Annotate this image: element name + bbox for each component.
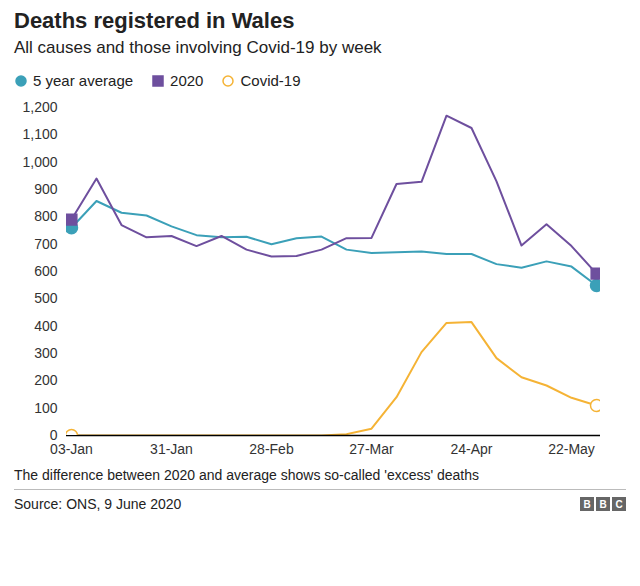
svg-text:1,000: 1,000 <box>22 154 57 170</box>
svg-text:28-Feb: 28-Feb <box>249 441 294 457</box>
svg-text:100: 100 <box>34 400 58 416</box>
html-text:5 year average: 5 year average <box>33 72 134 89</box>
svg-text:1,200: 1,200 <box>22 99 57 115</box>
svg-text:300: 300 <box>34 345 58 361</box>
html-text:2020: 2020 <box>170 72 204 89</box>
svg-text:1,100: 1,100 <box>22 126 57 142</box>
svg-text:700: 700 <box>34 236 58 252</box>
html-text:Covid-19: Covid-19 <box>240 72 301 89</box>
html-text:B: B <box>583 498 591 510</box>
svg-text:600: 600 <box>34 263 58 279</box>
svg-text:0: 0 <box>49 427 58 443</box>
svg-text:200: 200 <box>34 372 58 388</box>
html-text:The difference between 2020 an: The difference between 2020 and average … <box>14 467 480 483</box>
html-text:All causes and those involving: All causes and those involving Covid-19 … <box>14 38 382 57</box>
html-text:Deaths registered in Wales: Deaths registered in Wales <box>14 8 295 33</box>
svg-text:400: 400 <box>34 318 58 334</box>
svg-text:900: 900 <box>34 181 58 197</box>
html-text:B: B <box>599 498 607 510</box>
svg-text:22-May: 22-May <box>548 441 595 457</box>
svg-text:03-Jan: 03-Jan <box>50 441 93 457</box>
svg-text:800: 800 <box>34 208 58 224</box>
svg-text:27-Mar: 27-Mar <box>349 441 394 457</box>
html-text:Source: ONS, 9 June 2020: Source: ONS, 9 June 2020 <box>14 496 182 512</box>
svg-text:500: 500 <box>34 290 58 306</box>
html-text:C: C <box>615 498 623 510</box>
svg-text:24-Apr: 24-Apr <box>450 441 492 457</box>
svg-text:31-Jan: 31-Jan <box>150 441 193 457</box>
